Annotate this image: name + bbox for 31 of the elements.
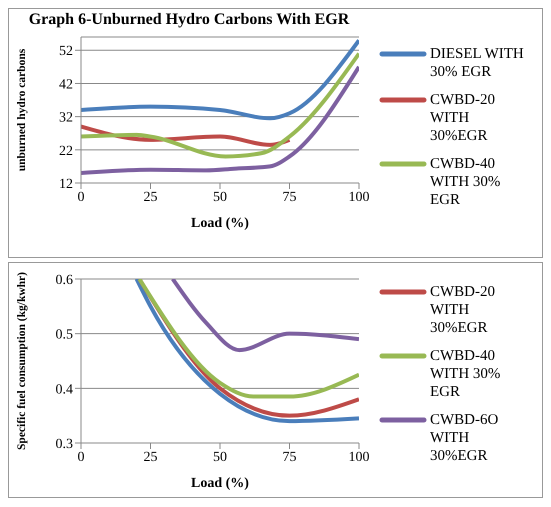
legend-label: CWBD-6O WITH 30%EGR [430,411,500,465]
x-tick-label: 100 [348,190,370,205]
chart-title: Graph 6-Unburned Hydro Carbons With EGR [28,10,350,29]
x-tick-label: 0 [78,450,84,465]
x-tick-label: 75 [282,450,296,465]
x-tick-label: 25 [144,450,158,465]
y-tick-label: 0.6 [56,272,73,288]
y-tick-label: 22 [59,144,73,159]
x-tick-label: 75 [282,190,296,205]
y-axis-title: unburned hydro carbons [16,48,28,172]
legend-label: CWBD-20 WITH 30%EGR [430,283,496,337]
legend-label: CWBD-40 WITH 30% EGR [430,155,502,209]
y-tick-label: 52 [59,44,73,60]
y-tick-label: 0.3 [56,436,73,452]
x-axis-title: Load (%) [191,216,250,231]
legend-label: CWBD-20 WITH 30%EGR [430,91,496,145]
y-tick-label: 32 [59,110,73,126]
y-tick-label: 0.4 [56,382,73,398]
x-axis-title: Load (%) [191,476,250,491]
x-tick-label: 50 [213,450,227,465]
line-series [170,279,359,352]
legend-label: CWBD-40 WITH 30% EGR [430,347,502,401]
x-tick-label: 100 [348,450,370,465]
y-axis-title: Specific fuel consumption (kg/kwhr) [16,272,28,450]
y-tick-label: 42 [59,77,73,92]
x-tick-label: 25 [144,190,158,205]
x-tick-label: 0 [78,190,84,205]
y-tick-label: 12 [59,176,73,192]
y-tick-label: 0.5 [56,328,73,343]
legend-label: DIESEL WITH 30% EGR [430,45,525,81]
x-tick-label: 50 [213,190,227,205]
